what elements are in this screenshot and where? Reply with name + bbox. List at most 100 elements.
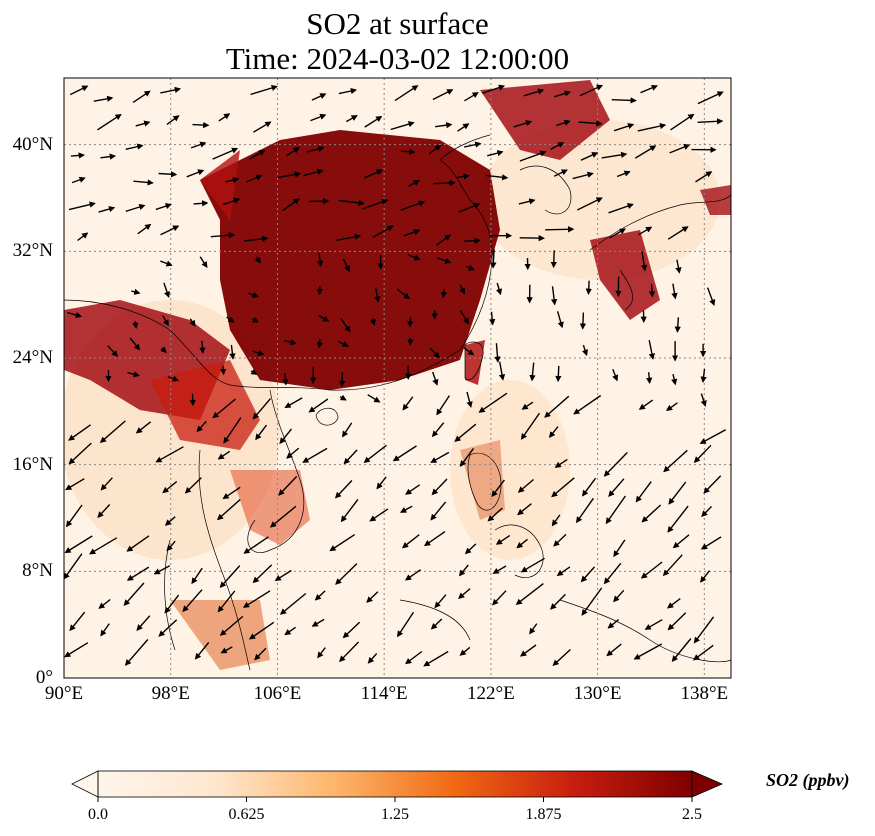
longitude-tick-label: 90°E [44,683,84,704]
wind-arrow [131,288,141,295]
wind-arrow [529,362,536,382]
wind-arrow [69,85,89,96]
wind-arrow [464,543,477,555]
wind-arrow [376,476,387,490]
wind-arrow [252,564,273,584]
wind-arrow [699,429,727,444]
wind-vectors [64,84,727,667]
wind-arrow [515,583,544,605]
wind-arrow [97,504,111,519]
wind-arrow [369,318,376,326]
colorbar-tick-label: 1.875 [525,806,562,823]
wind-arrow [667,226,689,240]
wind-arrow [342,422,353,438]
wind-arrow [243,536,269,554]
wind-arrow [316,252,324,268]
wind-arrow [573,394,602,415]
wind-arrow [125,204,146,212]
wind-arrow [394,85,419,102]
wind-arrow [431,478,448,496]
colorbar-extend-low [71,770,99,798]
wind-arrow [155,446,184,463]
wind-arrow [492,565,507,574]
wind-arrow [423,650,449,667]
map-timestamp: Time: 2024-03-02 12:00:00 [225,41,570,76]
latitude-tick-label: 32°N [12,240,53,262]
wind-arrow [435,234,451,247]
wind-arrow [668,481,687,505]
wind-arrow [520,557,545,573]
wind-arrow [407,254,421,261]
wind-arrow [613,539,626,558]
wind-arrow [163,282,171,298]
wind-arrow [137,223,152,235]
wind-arrow [603,452,628,477]
wind-arrow [68,442,92,465]
wind-arrow [372,225,394,238]
wind-arrow [611,97,637,104]
wind-arrow [136,615,151,631]
wind-arrow [77,232,89,242]
wind-arrow [609,228,626,239]
wind-arrow [247,291,259,298]
wind-arrow [495,534,511,545]
longitude-tick-label: 138°E [680,683,729,704]
latitude-tick-label: 40°N [12,133,53,155]
wind-arrow [523,88,545,97]
longitude-tick-label: 130°E [573,683,622,704]
wind-arrow [432,89,454,101]
wind-arrow [701,506,712,517]
colorbar-tick-label: 0.625 [228,806,265,823]
wind-arrow [648,283,656,298]
wind-arrow [255,424,268,441]
wind-arrow [435,122,453,129]
wind-arrow [581,587,603,616]
wind-arrow [464,141,482,148]
map-frame [63,77,732,679]
wind-arrow [125,143,144,150]
wind-arrow [519,150,547,162]
wind-arrow [67,311,83,319]
wind-arrow [254,256,261,264]
wind-arrow [481,84,506,94]
wind-arrow [430,451,450,463]
wind-arrow [634,145,657,159]
wind-arrow [437,257,452,264]
wind-arrow [487,150,504,157]
wind-arrow [671,283,678,300]
wind-arrow [458,202,481,213]
wind-arrow [129,337,141,351]
wind-arrow [638,399,654,410]
wind-arrow [199,256,208,269]
wind-arrow [454,423,477,442]
wind-arrow [521,401,534,410]
wind-arrow [548,426,559,438]
wind-arrow [582,344,589,357]
wind-arrow [308,398,329,413]
wind-arrow [433,179,456,187]
wind-arrow [302,447,328,463]
wind-arrow [69,611,86,632]
wind-arrow [135,120,151,127]
wind-arrow [100,153,117,160]
wind-arrow [334,480,353,499]
wind-arrow [575,497,594,524]
wind-arrow [466,391,473,408]
wind-arrow [100,477,113,491]
wind-arrow [695,171,713,183]
wind-arrow [191,567,203,585]
wind-arrow [551,477,575,498]
wind-arrow [580,152,599,161]
wind-arrow [458,588,471,600]
wind-arrow [613,589,625,603]
wind-arrow [190,141,207,149]
wind-arrow [693,444,712,464]
wind-arrow [665,402,678,412]
wind-arrow [210,232,236,239]
wind-arrow [496,282,503,296]
wind-arrow [606,643,622,657]
wind-arrow [65,478,85,491]
wind-arrow [646,372,653,385]
wind-arrow [404,569,421,581]
